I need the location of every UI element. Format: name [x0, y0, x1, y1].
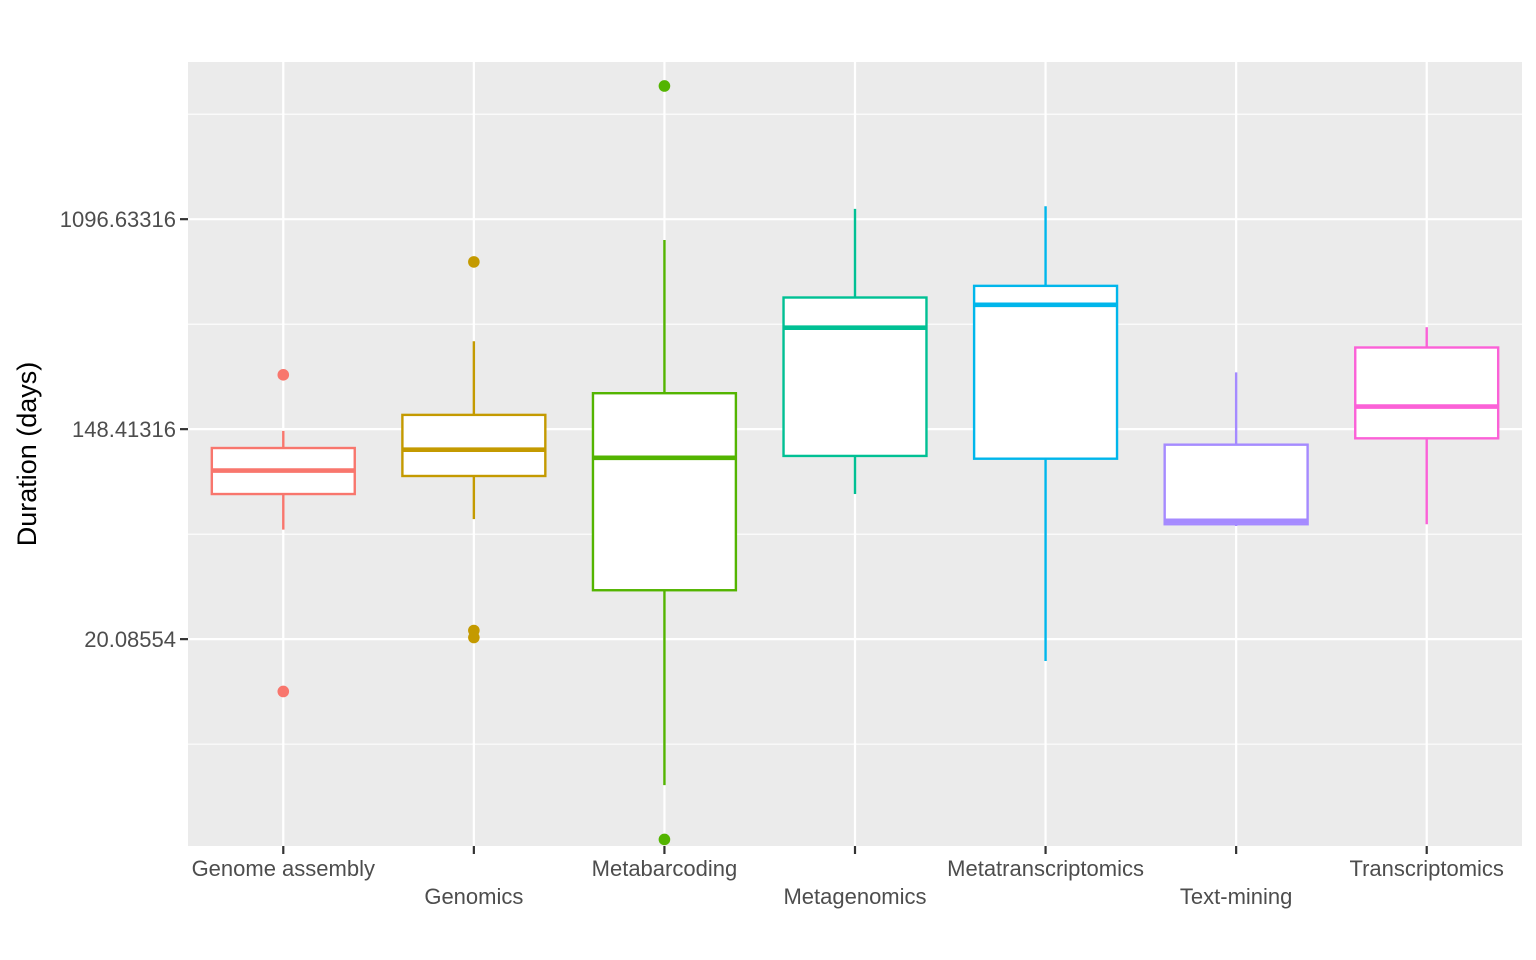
y-tick-label: 148.41316: [72, 417, 176, 442]
outlier-point: [277, 685, 290, 698]
outlier-point: [277, 369, 290, 381]
x-tick-label: Genome assembly: [192, 856, 375, 881]
y-axis-title: Duration (days): [12, 362, 42, 547]
box-genomics: [401, 256, 547, 644]
box-iqr: [782, 296, 928, 458]
y-tick-label: 1096.63316: [60, 207, 176, 232]
box-metatranscriptomics: [972, 206, 1119, 662]
x-tick-label: Transcriptomics: [1349, 856, 1503, 881]
x-tick-label: Genomics: [424, 884, 523, 909]
outlier-point: [468, 256, 480, 268]
y-tick-label: 20.08554: [84, 627, 176, 652]
outlier-point: [658, 80, 671, 92]
x-tick-label: Metatranscriptomics: [947, 856, 1144, 881]
box-iqr: [1354, 346, 1500, 440]
box-genome-assembly: [210, 369, 356, 698]
box-iqr: [591, 392, 738, 592]
outlier-point: [468, 631, 480, 644]
x-axis: Genome assembly Genomics Metabarcoding Meta…: [192, 846, 1504, 909]
box-transcriptomics: [1354, 327, 1500, 525]
x-tick-label: Metagenomics: [783, 884, 926, 909]
box-metabarcoding: [591, 80, 738, 846]
x-tick-label: Text-mining: [1180, 884, 1292, 909]
box-iqr: [401, 413, 547, 478]
x-tick-label: Metabarcoding: [592, 856, 738, 881]
box-text-mining: [1163, 372, 1309, 526]
outlier-point: [658, 833, 671, 846]
box-iqr: [972, 284, 1119, 460]
y-axis: 20.08554 148.41316 1096.63316: [60, 207, 188, 652]
boxes: [210, 80, 1500, 846]
box-metagenomics: [782, 208, 928, 495]
box-iqr: [1163, 443, 1309, 526]
